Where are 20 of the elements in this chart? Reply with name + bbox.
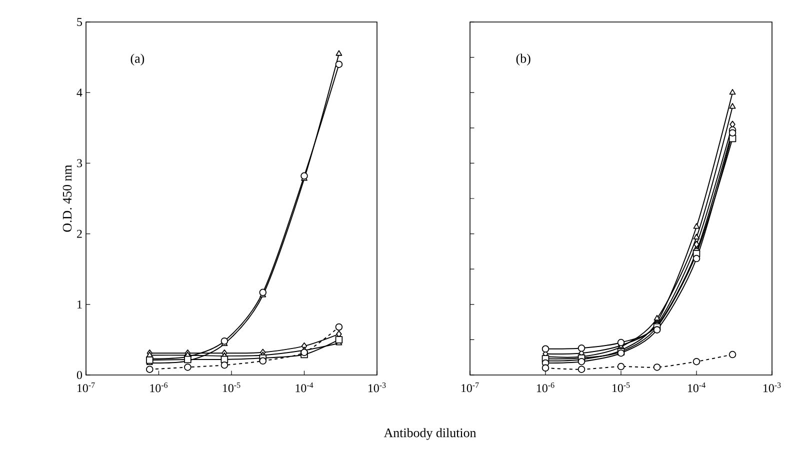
x-tick-label: 10$^{-5}$ <box>612 382 630 392</box>
y-tick-label: 4 <box>76 88 82 97</box>
y-tick-label: 0 <box>76 370 82 380</box>
x-tick-label: 10$^{-7}$ <box>77 382 95 392</box>
x-tick-label: 10$^{-7}$ <box>462 382 479 392</box>
x-axis-title: Antibody dilution <box>384 428 476 440</box>
x-tick-label: 10$^{-6}$ <box>537 382 554 392</box>
annotation: (b) <box>516 54 530 66</box>
y-tick-label: 1 <box>78 300 82 308</box>
x-tick-label: 10$^{-4}$ <box>688 382 706 392</box>
annotation: (a) <box>130 54 144 66</box>
y-tick-label: 2 <box>77 230 82 238</box>
y-tick-label: 5 <box>77 18 82 26</box>
x-tick-label: 10$^{-4}$ <box>296 382 314 392</box>
x-tick-label: 10$^{-6}$ <box>150 382 168 392</box>
y-axis-title: O.D. 450 nm <box>62 164 72 232</box>
x-tick-label: 10$^{-3}$ <box>764 382 781 392</box>
x-tick-label: 10$^{-3}$ <box>368 382 386 392</box>
y-tick-label: 3 <box>77 159 82 168</box>
x-tick-label: 10$^{-5}$ <box>222 382 240 392</box>
